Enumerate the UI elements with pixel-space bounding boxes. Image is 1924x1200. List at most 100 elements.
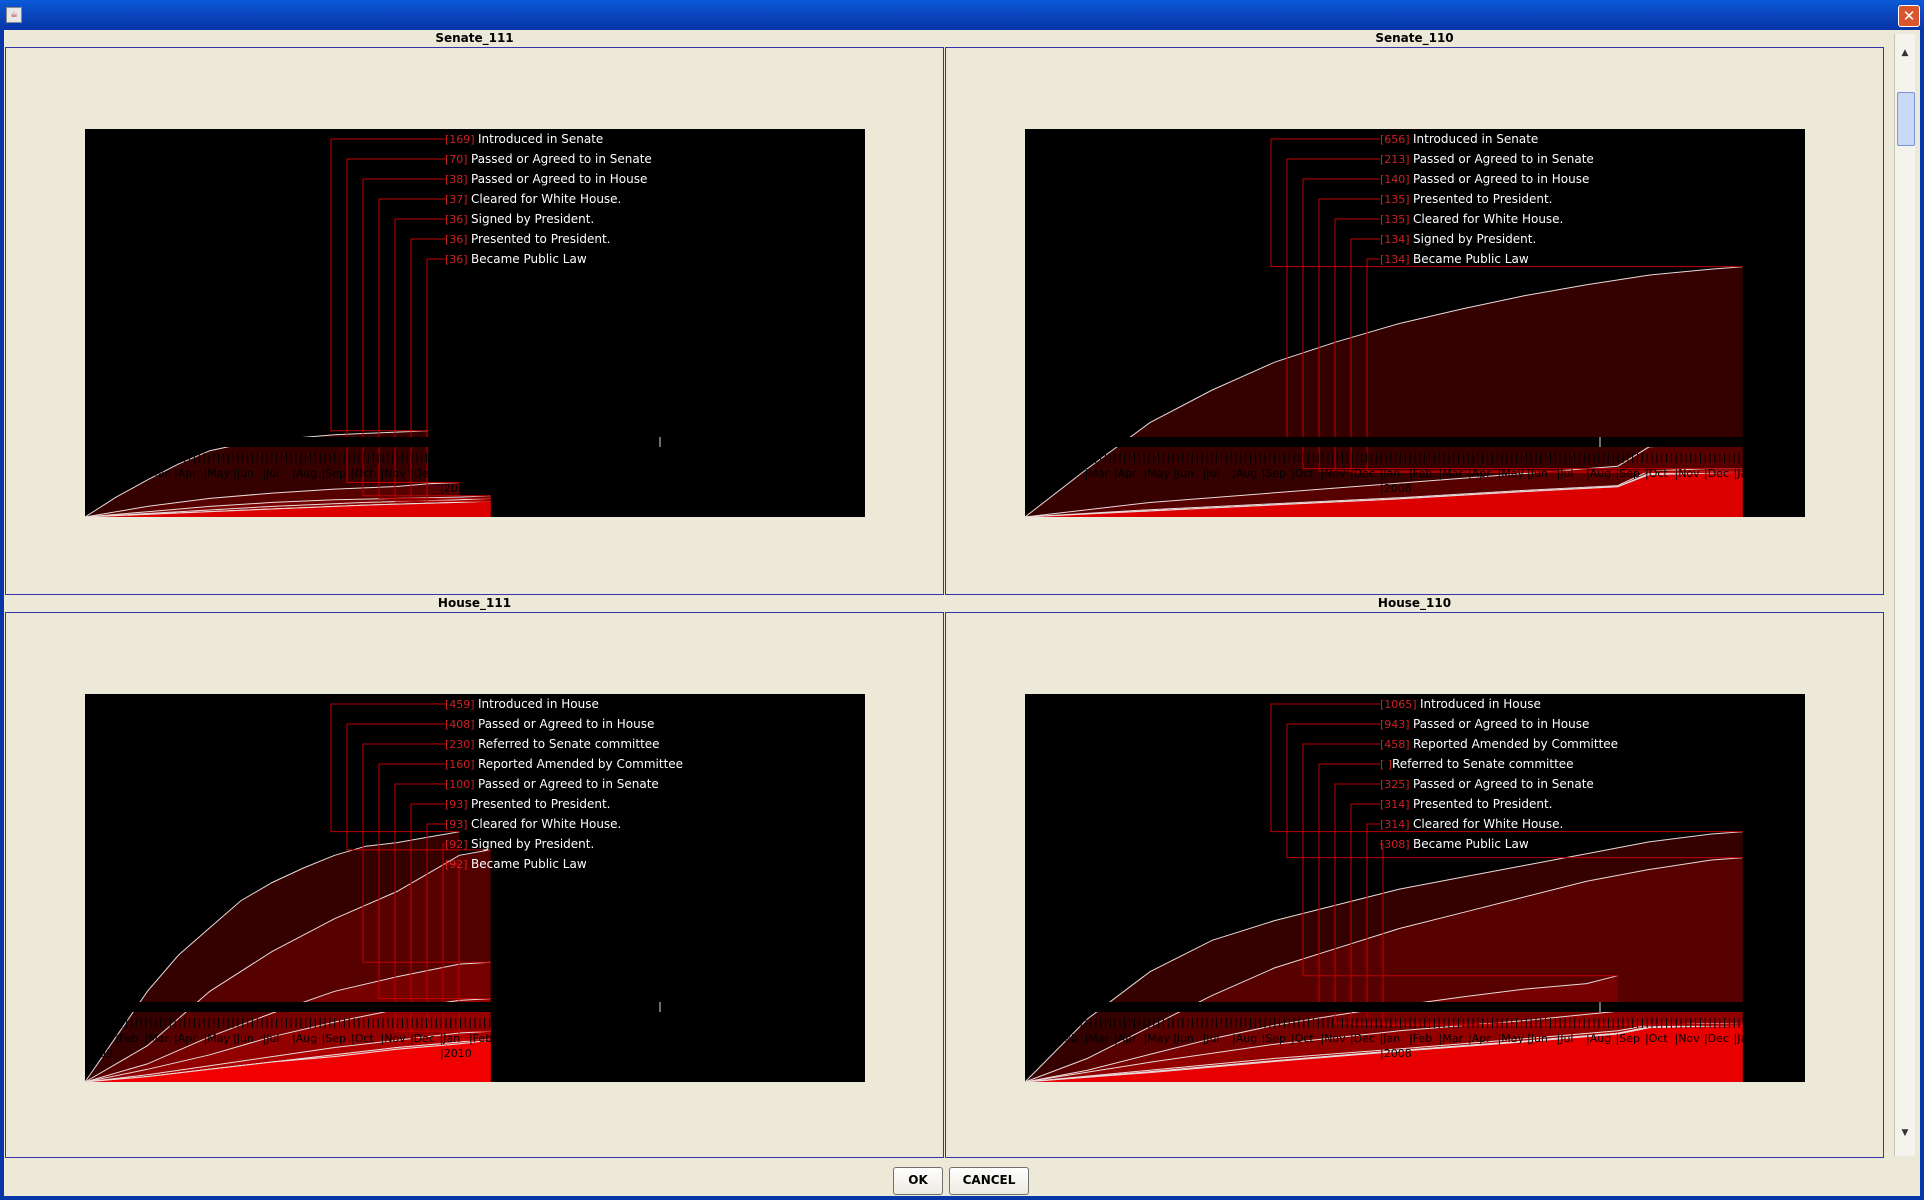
legend-leader-line: [1302, 178, 1743, 470]
legend-leader-line: [1380, 843, 1743, 1026]
month-tick-label: |Jul: [263, 1032, 280, 1045]
year-label: |2010: [440, 482, 472, 495]
dialog-footer: OK CANCEL: [0, 1156, 1894, 1196]
month-tick-label: |Dec: [1704, 467, 1729, 480]
year-label: |2011: [807, 482, 839, 495]
month-tick-label: |Jul: [263, 467, 280, 480]
scrollbar-thumb[interactable]: [1897, 92, 1915, 146]
legend-count: [230]: [445, 738, 475, 751]
legend-count: [36]: [445, 213, 468, 226]
month-tick-label: |Jan: [1380, 467, 1401, 480]
legend-count: [325]: [1380, 778, 1410, 791]
chart-title: House_110: [1377, 596, 1452, 610]
legend-count: [308]: [1380, 838, 1410, 851]
chart-panel-house-110: House_110 [1065] Introduced in House [943]…: [945, 596, 1884, 1159]
month-tick-label: |Mar: [145, 467, 170, 480]
chart-svg: [656] Introduced in Senate[213] Passed or …: [1024, 129, 1805, 518]
legend-entry: Introduced in House: [1420, 697, 1541, 711]
legend-leader-line: [346, 723, 491, 851]
legend-entry: Became Public Law: [471, 252, 587, 266]
month-tick-label: |Nov: [735, 1032, 761, 1045]
legend-count: [93]: [445, 818, 468, 831]
chart-svg: [1065] Introduced in House[943] Passed or …: [1024, 694, 1805, 1083]
month-tick-label: |Apr: [528, 1032, 551, 1045]
month-tick-label: |Feb: [115, 1032, 138, 1045]
month-tick-label: |Jul: [617, 467, 634, 480]
month-tick-label: |May: [1498, 1032, 1525, 1045]
month-tick-label: |Jan: [1380, 1032, 1401, 1045]
month-tick-label: |Feb: [823, 1032, 846, 1045]
legend-entry: Introduced in Senate: [1413, 132, 1538, 146]
legend-count: [92]: [445, 838, 468, 851]
legend-entry: Presented to President.: [1413, 797, 1553, 811]
year-label: |2008: [1380, 1047, 1412, 1060]
month-tick-label: |Oct: [1645, 467, 1668, 480]
month-tick-label: |Sep: [322, 1032, 346, 1045]
legend-entry: Passed or Agreed to in Senate: [1413, 777, 1594, 791]
series-line: [84, 497, 491, 518]
series-line: [1024, 266, 1743, 518]
month-tick-label: |Aug: [1586, 467, 1611, 480]
month-tick-label: |Sep: [1262, 1032, 1286, 1045]
legend-count: [408]: [445, 718, 475, 731]
window-border-right: [1920, 30, 1924, 1200]
legend-entry: Signed by President.: [471, 837, 594, 851]
legend-count: [135]: [1380, 213, 1410, 226]
year-label: |2010: [440, 1047, 472, 1060]
panel-frame: [945, 47, 1884, 595]
year-label: |2008: [1380, 482, 1412, 495]
month-tick-label: |Nov: [1675, 1032, 1701, 1045]
month-tick-label: |Jul: [1203, 1032, 1220, 1045]
month-tick-label: |Oct: [1645, 1032, 1668, 1045]
timeline-bar: [88, 437, 865, 447]
series-line: [1024, 857, 1743, 1083]
month-tick-label: |Mar: [1085, 1032, 1110, 1045]
legend-leader-line: [330, 138, 445, 432]
chart-panel-senate-110: Senate_110 [656] Introduced in Senate [213…: [945, 31, 1884, 596]
year-label: 2009: [85, 482, 113, 495]
month-tick-label: |Oct: [1291, 1032, 1314, 1045]
month-tick-label: |Feb: [469, 1032, 492, 1045]
chart-svg: [169] Introduced in Senate [70] Passed or A…: [84, 129, 865, 518]
legend-count: [1065]: [1380, 698, 1417, 711]
close-window-button[interactable]: ✕: [1898, 5, 1920, 27]
legend-entry: Became Public Law: [471, 857, 587, 871]
cancel-button[interactable]: CANCEL: [949, 1167, 1029, 1195]
legend-count: [458]: [1380, 738, 1410, 751]
month-tick-label: |Mar: [1439, 1032, 1464, 1045]
legend-count: [36]: [445, 233, 468, 246]
month-tick-label: |Sep: [676, 1032, 700, 1045]
legend-entry: Referred to Senate committee: [478, 737, 660, 751]
scroll-down-icon[interactable]: ▼: [1901, 1128, 1909, 1138]
scroll-up-icon[interactable]: ▲: [1901, 48, 1909, 58]
month-tick-label: |Nov: [381, 1032, 407, 1045]
chart-title: Senate_110: [1375, 31, 1454, 45]
ok-button[interactable]: OK: [893, 1167, 943, 1195]
series-area: [1025, 472, 1743, 517]
legend-count: [ ]: [1380, 758, 1392, 771]
legend-entry: Cleared for White House.: [471, 192, 621, 206]
legend-leader-line: [1366, 258, 1743, 473]
month-tick-label: |Dec: [1704, 1032, 1729, 1045]
legend-count: [70]: [445, 153, 468, 166]
legend-count: [169]: [445, 133, 475, 146]
timeline-bar: [1028, 437, 1805, 447]
legend-count: [160]: [445, 758, 475, 771]
month-tick-label: |Dec: [1350, 467, 1375, 480]
month-tick-label: |Jul: [1557, 1032, 1574, 1045]
series-line: [84, 998, 491, 1083]
month-tick-label: |Mar: [145, 1032, 170, 1045]
year-label: |2011: [807, 1047, 839, 1060]
month-tick-label: |Feb: [469, 467, 492, 480]
panel-frame: [5, 47, 944, 595]
month-tick-label: |Oct: [351, 467, 374, 480]
year-label: 2007: [1025, 482, 1053, 495]
legend-entry: Passed or Agreed to in Senate: [471, 152, 652, 166]
month-tick-label: |May: [1144, 1032, 1171, 1045]
legend-entry: Presented to President.: [471, 232, 611, 246]
vertical-scrollbar[interactable]: ▲ ▼: [1894, 34, 1915, 1156]
legend-leader-line: [445, 863, 491, 1041]
month-tick-label: |Aug: [1232, 467, 1257, 480]
month-tick-label: |Feb: [1055, 467, 1078, 480]
chart-panel-senate-111: Senate_111 [169] Introduced in Senate [70]…: [5, 31, 944, 596]
